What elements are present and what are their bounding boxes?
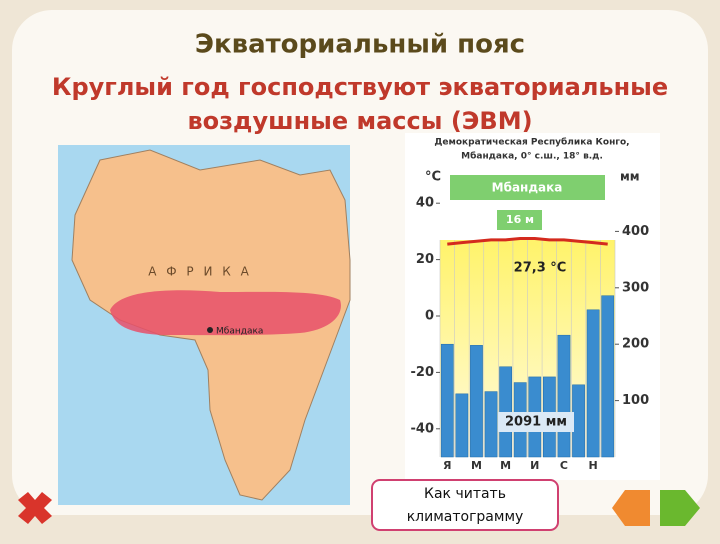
y2-tick-label: 200 bbox=[622, 337, 649, 352]
precipitation-bar bbox=[601, 295, 615, 458]
title: Экваториальный пояс bbox=[195, 30, 525, 60]
chart-title: Демократическая Республика Конго, bbox=[434, 137, 629, 148]
altitude-box bbox=[497, 210, 542, 230]
y-tick-label: -20 bbox=[411, 365, 435, 380]
annual-precipitation: 2091 мм bbox=[505, 415, 567, 430]
annual-box bbox=[498, 412, 574, 432]
y-tick-label: 40 bbox=[416, 196, 434, 211]
x-tick-label: И bbox=[530, 459, 539, 472]
chart-title: Мбандака, 0° с.ш., 18° в.д. bbox=[461, 151, 603, 162]
y-axis-label: °С bbox=[425, 170, 441, 185]
precipitation-bar bbox=[557, 334, 571, 458]
y-tick-label: 20 bbox=[416, 252, 434, 267]
precipitation-bar bbox=[586, 309, 600, 458]
point-label: Мбандака bbox=[216, 327, 263, 337]
precipitation-bar bbox=[455, 393, 469, 458]
altitude: 16 м bbox=[506, 213, 534, 226]
button-label[interactable]: климатограмму bbox=[407, 509, 524, 525]
precipitation-bar bbox=[484, 391, 498, 458]
climatogram: Демократическая Республика Конго, Мбанда… bbox=[405, 133, 660, 480]
prev-arrow[interactable] bbox=[612, 490, 650, 526]
mean-temperature: 27,3 °С bbox=[514, 261, 567, 276]
close-icon[interactable] bbox=[18, 492, 52, 524]
next-arrow[interactable] bbox=[660, 490, 700, 526]
x-tick-label: С bbox=[560, 459, 568, 472]
y-tick-label: -40 bbox=[411, 421, 435, 436]
precipitation-bar bbox=[499, 366, 512, 458]
button[interactable]: Как читать климатограмму bbox=[371, 479, 559, 531]
precipitation-bar bbox=[470, 345, 483, 458]
y2-tick-label: 100 bbox=[622, 393, 649, 408]
station-box bbox=[450, 175, 605, 200]
subtitle: Круглый год господствуют экваториальные bbox=[52, 73, 668, 101]
map: Мбандака А Ф Р И К А bbox=[58, 145, 351, 505]
y2-axis-label: мм bbox=[620, 170, 640, 184]
precipitation-bar bbox=[572, 384, 585, 458]
subtitle: воздушные массы (ЭВМ) bbox=[187, 107, 532, 135]
point bbox=[207, 327, 213, 333]
equatorial-zone bbox=[110, 290, 341, 336]
button-frame[interactable] bbox=[371, 479, 559, 531]
precipitation-bar bbox=[440, 343, 454, 458]
region-label: А Ф Р И К А bbox=[148, 265, 252, 279]
x-tick-label: М bbox=[471, 459, 482, 472]
x-tick-label: Я bbox=[443, 459, 451, 472]
y-tick-label: 0 bbox=[425, 309, 434, 324]
y2-tick-label: 400 bbox=[622, 224, 649, 239]
x-tick-label: Н bbox=[589, 459, 598, 472]
temperature-line bbox=[447, 236, 608, 246]
button-label[interactable]: Как читать bbox=[424, 486, 506, 502]
x-tick-label: М bbox=[500, 459, 511, 472]
station: Мбандака bbox=[492, 181, 563, 195]
y2-tick-label: 300 bbox=[622, 280, 649, 295]
